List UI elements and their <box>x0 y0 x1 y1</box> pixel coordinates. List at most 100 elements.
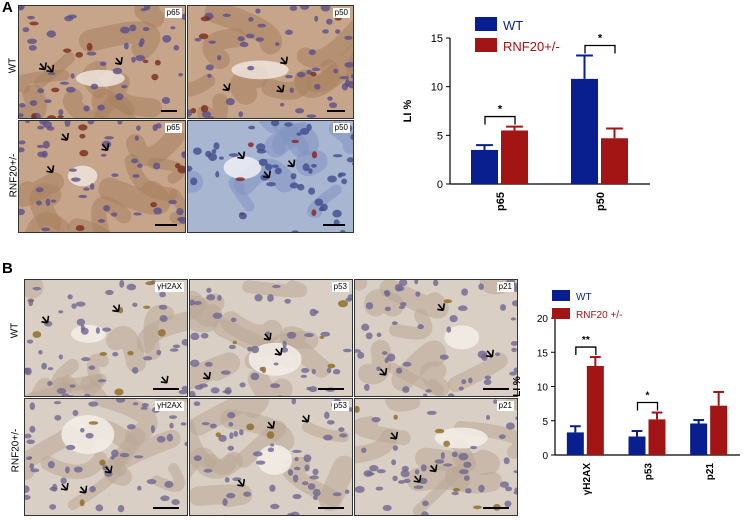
arrow-marker <box>280 56 289 65</box>
significance-marker: * <box>598 33 603 45</box>
micrograph-b-wt-p53: p53 <box>189 279 353 397</box>
arrow-marker <box>263 170 271 179</box>
arrow-marker <box>486 349 495 358</box>
panel-a-row-label-wt: WT <box>7 57 19 74</box>
significance-bracket <box>584 44 616 54</box>
micrograph-label: p21 <box>496 401 514 411</box>
bar-WT-1 <box>571 78 598 184</box>
legend-label: RNF20+/- <box>503 39 560 54</box>
y-tick-label: 5 <box>437 130 443 142</box>
significance-marker: * <box>646 391 650 402</box>
chart-a: 0 5 10 15 LI % p65 * p50 * WT RNF20+/- <box>402 17 650 211</box>
micrograph-label: p50 <box>332 123 350 133</box>
legend-label: WT <box>576 292 592 303</box>
x-tick-label: p21 <box>705 463 716 481</box>
significance-bracket <box>484 115 516 125</box>
micrograph-a-rnf20-p50: p50 <box>187 120 354 233</box>
y-tick-label: 20 <box>537 314 549 325</box>
scale-bar <box>155 224 177 226</box>
arrow-marker <box>112 304 121 313</box>
arrow-marker <box>274 347 283 356</box>
arrow-marker <box>287 159 296 168</box>
y-axis-label: LI % <box>512 376 523 397</box>
arrow-marker <box>60 482 69 491</box>
y-tick-label: 10 <box>431 82 443 94</box>
arrow-marker <box>237 151 246 160</box>
legend-swatch <box>552 308 570 319</box>
legend-swatch <box>475 38 497 52</box>
scale-bar <box>318 388 344 390</box>
legend-swatch <box>475 17 497 31</box>
arrow-marker <box>413 474 422 483</box>
chart-b: 0 5 10 15 20 LI % γH2AX ** p53 * p21 WT RNF20 +/- <box>512 290 740 496</box>
legend-label: WT <box>503 18 523 33</box>
scale-bar <box>483 507 509 509</box>
bar-RNF20-0 <box>586 365 604 455</box>
scale-bar <box>161 110 177 112</box>
micrograph-label: p21 <box>496 282 514 292</box>
micrograph-a-rnf20-p65: p65 <box>18 120 186 233</box>
x-tick-label: γH2AX <box>582 463 593 496</box>
arrow-marker <box>104 465 113 474</box>
x-tick-label: p50 <box>595 192 607 211</box>
y-tick-label: 0 <box>437 179 443 191</box>
bar-RNF20-1 <box>648 419 666 455</box>
x-tick-label: p53 <box>644 463 655 481</box>
y-axis-label: LI % <box>402 99 414 122</box>
arrow-marker <box>429 464 438 473</box>
scale-bar <box>483 388 509 390</box>
y-tick-label: 15 <box>431 33 443 45</box>
micrograph-b-rnf20-p53: p53 <box>189 398 353 516</box>
micrograph-label: p53 <box>331 282 349 292</box>
arrow-marker <box>79 485 88 494</box>
x-tick-label: p65 <box>495 192 507 211</box>
scale-bar <box>153 507 179 509</box>
arrow-marker <box>61 132 70 141</box>
micrograph-b-wt-p21: p21 <box>354 279 518 397</box>
bar-WT-2 <box>690 423 708 455</box>
bar-WT-0 <box>471 149 498 184</box>
arrow-marker <box>301 414 310 423</box>
significance-marker: * <box>498 104 503 116</box>
panel-b-letter: B <box>2 260 13 277</box>
arrow-marker <box>46 64 55 73</box>
micrograph-label: γH2AX <box>155 282 184 292</box>
arrow-marker <box>276 84 285 93</box>
micrograph-a-wt-p50: p50 <box>187 5 354 119</box>
legend-label: RNF20 +/- <box>576 310 622 321</box>
bar-RNF20-1 <box>601 138 628 184</box>
scale-bar <box>327 110 345 112</box>
y-tick-label: 15 <box>537 348 549 359</box>
micrograph-label: p50 <box>332 8 350 18</box>
y-tick-label: 10 <box>537 383 549 394</box>
arrow-marker <box>263 332 272 341</box>
micrograph-b-wt-h2ax: γH2AX <box>24 279 188 397</box>
arrow-marker <box>114 57 123 65</box>
micrograph-b-rnf20-p21: p21 <box>354 398 518 516</box>
bar-RNF20-0 <box>501 130 528 184</box>
scale-bar <box>153 388 179 390</box>
arrow-marker <box>41 315 50 324</box>
arrow-marker <box>437 303 446 312</box>
arrow-marker <box>237 478 246 487</box>
scale-bar <box>323 224 345 226</box>
y-tick-label: 0 <box>542 451 548 462</box>
arrow-marker <box>379 367 388 376</box>
micrograph-label: γH2AX <box>155 401 184 411</box>
arrow-marker <box>390 431 399 440</box>
arrow-marker <box>46 165 55 174</box>
arrow-marker <box>203 371 211 380</box>
arrow-marker <box>222 83 231 92</box>
arrow-marker <box>160 375 169 384</box>
significance-marker: ** <box>582 335 590 346</box>
micrograph-b-rnf20-h2ax: γH2AX <box>24 398 188 516</box>
arrow-marker <box>38 62 47 71</box>
y-tick-label: 5 <box>542 417 548 428</box>
arrow-marker <box>101 143 110 152</box>
bar-WT-0 <box>566 432 584 455</box>
bar-RNF20-2 <box>710 405 728 455</box>
panel-a-letter: A <box>2 0 13 16</box>
micrograph-label: p53 <box>331 401 349 411</box>
legend-swatch <box>552 290 570 301</box>
panel-b-row-label-rnf20: RNF20+/- <box>10 428 22 473</box>
